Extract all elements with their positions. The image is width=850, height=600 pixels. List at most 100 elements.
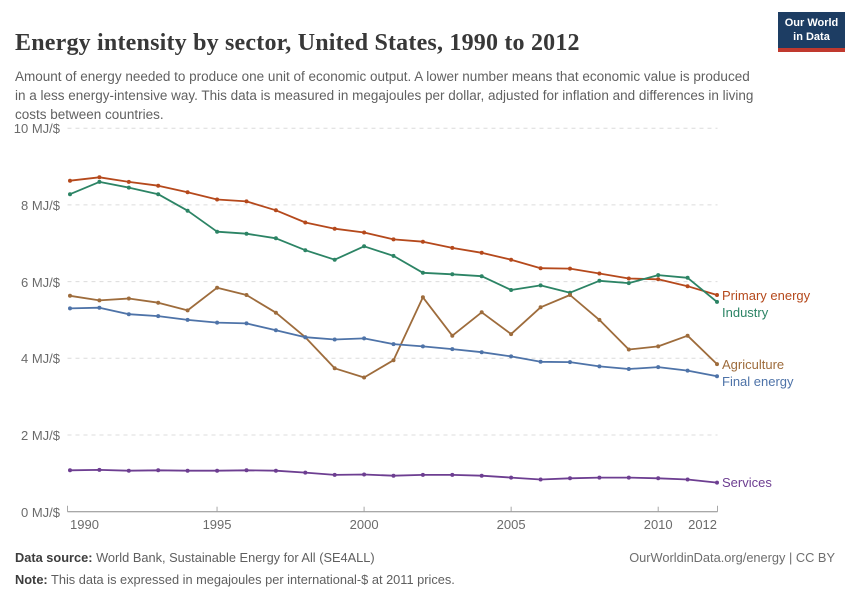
data-point-agriculture [332, 366, 337, 371]
data-point-primary-energy [685, 284, 690, 289]
series-line-agriculture[interactable] [68, 285, 719, 380]
data-point-services [479, 473, 484, 478]
series-line-services[interactable] [68, 467, 719, 485]
x-axis-label: 2012 [688, 517, 718, 532]
data-point-agriculture [156, 300, 161, 305]
data-point-services [362, 472, 367, 477]
data-point-final-energy [303, 335, 308, 340]
data-point-agriculture [215, 285, 220, 290]
data-point-agriculture [391, 358, 396, 363]
data-point-final-energy [509, 354, 514, 359]
chart-subtitle: Amount of energy needed to produce one u… [15, 68, 754, 122]
data-point-primary-energy [126, 179, 131, 184]
data-point-services [715, 480, 719, 485]
data-source-text: World Bank, Sustainable Energy for All (… [92, 550, 375, 565]
data-point-final-energy [568, 360, 572, 365]
data-point-industry [185, 208, 190, 213]
data-point-final-energy [715, 374, 719, 379]
data-point-agriculture [685, 333, 690, 338]
data-point-services [156, 468, 161, 473]
data-point-final-energy [538, 359, 543, 364]
data-point-agriculture [479, 310, 484, 315]
data-point-industry [538, 283, 543, 288]
data-source-line: Data source: World Bank, Sustainable Ene… [15, 547, 835, 569]
data-point-services [126, 468, 131, 473]
data-point-services [656, 476, 661, 481]
data-point-services [450, 472, 455, 477]
data-point-services [685, 477, 690, 482]
x-axis-label: 2005 [496, 517, 526, 532]
y-axis-label: 8 MJ/$ [20, 197, 60, 213]
data-point-agriculture [97, 298, 102, 303]
data-point-final-energy [215, 320, 220, 325]
series-label-final-energy[interactable]: Final energy [722, 373, 794, 389]
data-point-final-energy [597, 364, 602, 369]
data-point-final-energy [244, 321, 249, 326]
data-point-services [97, 467, 102, 472]
data-point-services [597, 475, 602, 480]
data-point-industry [244, 231, 249, 236]
data-point-final-energy [126, 312, 131, 317]
data-point-agriculture [68, 293, 72, 298]
data-point-agriculture [568, 293, 572, 297]
data-point-industry [656, 273, 661, 278]
owid-logo-line1: Our World [784, 17, 839, 29]
note-label: Note: [15, 571, 48, 587]
data-point-final-energy [68, 306, 72, 311]
data-point-final-energy [185, 317, 190, 322]
data-point-final-energy [156, 314, 161, 319]
data-point-primary-energy [303, 220, 308, 225]
data-point-final-energy [362, 336, 367, 341]
y-axis-label: 4 MJ/$ [20, 351, 60, 367]
data-point-primary-energy [626, 276, 631, 281]
note-line: Note: This data is expressed in megajoul… [15, 569, 835, 591]
data-point-primary-energy [273, 208, 278, 213]
data-point-primary-energy [68, 178, 72, 183]
y-axis-label: 6 MJ/$ [20, 274, 60, 290]
owid-logo-text: Our World in Data [778, 12, 845, 48]
series-line-primary-energy[interactable] [68, 175, 719, 297]
chart-footer: Data source: World Bank, Sustainable Ene… [15, 547, 835, 591]
data-point-primary-energy [479, 250, 484, 255]
data-point-final-energy [626, 367, 631, 371]
data-point-services [509, 475, 514, 480]
data-point-services [332, 472, 337, 477]
owid-logo-stripe [778, 47, 845, 52]
data-point-final-energy [332, 337, 337, 342]
data-point-agriculture [273, 310, 278, 315]
data-point-industry [97, 179, 102, 184]
data-point-agriculture [656, 344, 661, 349]
series-line-final-energy[interactable] [68, 305, 719, 379]
data-point-primary-energy [185, 190, 190, 195]
attribution-link[interactable]: OurWorldinData.org/energy | CC BY [629, 550, 835, 565]
data-point-services [215, 468, 220, 473]
y-axis-label: 2 MJ/$ [20, 428, 60, 443]
data-point-final-energy [273, 328, 278, 333]
data-point-agriculture [509, 332, 514, 337]
data-point-services [185, 468, 190, 473]
data-point-agriculture [626, 347, 631, 352]
data-point-primary-energy [656, 277, 661, 282]
data-point-primary-energy [597, 271, 602, 276]
data-point-industry [450, 272, 455, 277]
series-label-industry[interactable]: Industry [722, 304, 769, 320]
data-point-agriculture [420, 295, 425, 300]
data-point-primary-energy [156, 183, 161, 188]
owid-logo[interactable]: Our World in Data [778, 12, 845, 52]
series-label-primary-energy[interactable]: Primary energy [722, 287, 811, 303]
data-point-industry [215, 229, 220, 234]
x-axis-label: 1990 [70, 517, 99, 532]
data-point-services [68, 468, 72, 473]
data-point-primary-energy [420, 239, 425, 244]
series-label-services[interactable]: Services [722, 475, 772, 491]
data-point-industry [362, 244, 367, 249]
data-point-services [303, 470, 308, 475]
series-line-industry[interactable] [68, 179, 719, 304]
note-text: This data is expressed in megajoules per… [47, 571, 455, 587]
data-point-agriculture [597, 317, 602, 322]
data-point-industry [509, 288, 514, 292]
series-label-agriculture[interactable]: Agriculture [722, 356, 785, 372]
data-point-primary-energy [509, 257, 514, 262]
data-point-industry [156, 192, 161, 197]
